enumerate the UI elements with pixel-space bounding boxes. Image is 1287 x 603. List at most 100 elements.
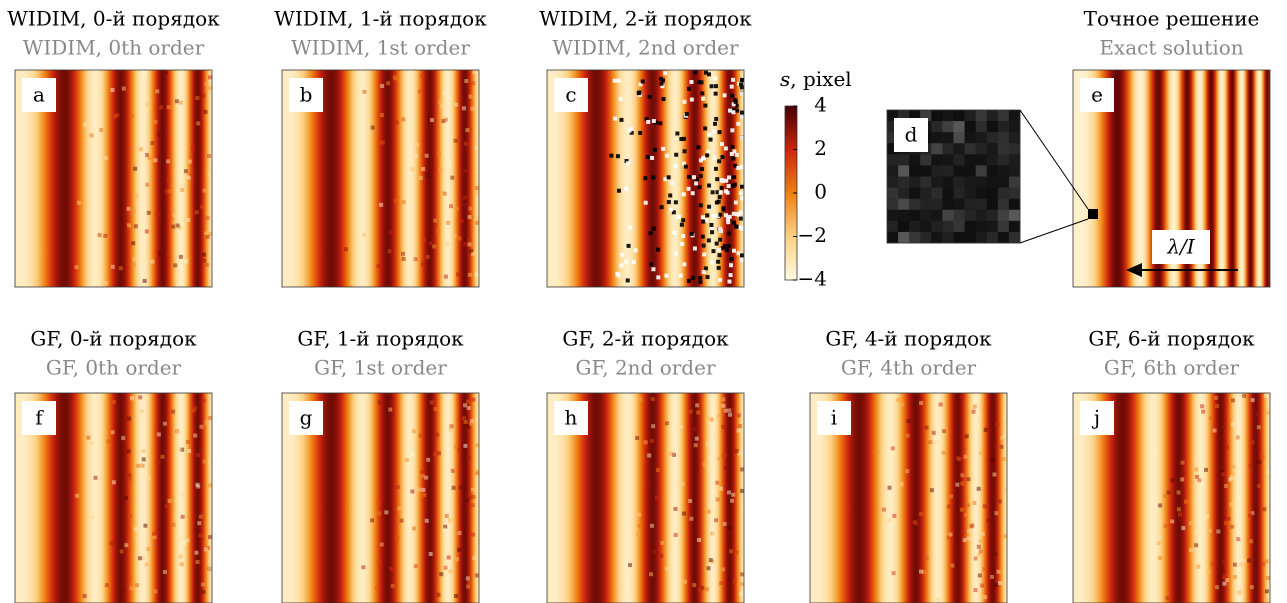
noise-pixel <box>74 265 79 270</box>
colorbar-label-unit: , pixel <box>790 67 851 91</box>
inset-pixel <box>909 154 921 166</box>
noise-pixel <box>646 479 651 484</box>
noise-pixel <box>715 480 720 485</box>
noise-pixel <box>90 515 95 520</box>
frame <box>14 392 213 603</box>
noise-pixel <box>466 455 471 460</box>
noise-pixel <box>681 511 686 516</box>
noise-pixel <box>1250 398 1255 403</box>
noise-pixel <box>724 465 729 470</box>
noise-pixel <box>656 275 661 280</box>
noise-pixel <box>679 424 684 429</box>
inset-pixel <box>931 143 943 155</box>
noise-pixel <box>410 489 415 494</box>
noise-pixel <box>669 451 674 456</box>
noise-pixel <box>449 204 454 209</box>
zoom-marker <box>1088 209 1098 219</box>
noise-pixel <box>734 449 739 454</box>
noise-pixel <box>389 230 394 235</box>
noise-pixel <box>689 516 694 521</box>
noise-pixel <box>726 231 731 236</box>
noise-pixel <box>444 545 449 550</box>
inset-pixel <box>964 209 976 222</box>
noise-pixel <box>700 234 705 239</box>
panel-title: WIDIM, 2-й порядок <box>539 7 752 31</box>
noise-pixel <box>738 82 743 87</box>
noise-pixel <box>933 436 938 441</box>
noise-pixel <box>618 97 623 102</box>
inset-pixel <box>942 187 954 199</box>
panel-title: GF, 0-й порядок <box>30 327 197 351</box>
noise-pixel <box>681 161 686 166</box>
noise-pixel <box>131 262 136 267</box>
noise-pixel <box>949 494 954 499</box>
inset-pixel <box>920 231 932 244</box>
noise-pixel <box>464 79 469 84</box>
noise-pixel <box>734 224 739 229</box>
noise-pixel <box>428 241 433 246</box>
noise-pixel <box>208 483 212 488</box>
noise-pixel <box>651 175 656 180</box>
noise-pixel <box>1156 541 1161 546</box>
noise-pixel <box>205 234 210 239</box>
noise-pixel <box>966 536 971 541</box>
noise-pixel <box>208 535 212 540</box>
noise-pixel <box>446 220 451 225</box>
noise-pixel <box>1206 569 1211 574</box>
noise-pixel <box>681 192 686 197</box>
noise-pixel <box>739 226 744 231</box>
noise-pixel <box>705 587 710 592</box>
noise-pixel <box>701 243 706 248</box>
noise-pixel <box>386 81 391 86</box>
noise-pixel <box>680 482 685 487</box>
noise-pixel <box>643 176 648 181</box>
noise-pixel <box>983 595 988 600</box>
noise-pixel <box>471 81 476 86</box>
noise-pixel <box>726 184 731 189</box>
noise-pixel <box>730 498 735 503</box>
noise-pixel <box>457 236 462 241</box>
noise-pixel <box>697 587 702 592</box>
inset-pixel <box>997 143 1010 155</box>
noise-pixel <box>450 175 455 180</box>
noise-pixel <box>208 85 212 90</box>
noise-pixel <box>700 585 705 590</box>
noise-pixel <box>463 470 468 475</box>
noise-pixel <box>706 238 711 243</box>
noise-pixel <box>187 448 192 453</box>
noise-pixel <box>115 112 120 117</box>
noise-pixel <box>379 202 384 207</box>
noise-pixel <box>651 226 656 231</box>
noise-pixel <box>1264 393 1269 398</box>
inset-pixel <box>986 220 999 233</box>
noise-pixel <box>666 175 671 180</box>
panel-letter: f <box>35 406 44 430</box>
noise-pixel <box>459 218 464 223</box>
noise-pixel <box>1003 534 1007 539</box>
inset-pixel <box>1008 176 1021 188</box>
noise-pixel <box>972 404 977 409</box>
noise-pixel <box>963 512 968 517</box>
noise-pixel <box>157 132 162 137</box>
noise-pixel <box>731 220 736 225</box>
inset-pixel <box>942 176 954 188</box>
noise-pixel <box>698 203 703 208</box>
noise-pixel <box>733 99 738 104</box>
noise-pixel <box>104 583 109 588</box>
noise-pixel <box>142 278 147 283</box>
noise-pixel <box>732 149 737 154</box>
noise-pixel <box>701 270 706 275</box>
noise-pixel <box>425 254 430 259</box>
noise-pixel <box>454 444 459 449</box>
inset-pixel <box>997 121 1010 133</box>
noise-pixel <box>129 586 134 591</box>
noise-pixel <box>976 544 981 549</box>
noise-pixel <box>720 246 725 251</box>
noise-pixel <box>707 204 712 209</box>
noise-pixel <box>141 457 146 462</box>
noise-pixel <box>1001 457 1006 462</box>
inset-pixel <box>931 231 943 244</box>
noise-pixel <box>144 562 149 567</box>
noise-pixel <box>738 210 743 215</box>
noise-pixel <box>679 222 684 227</box>
